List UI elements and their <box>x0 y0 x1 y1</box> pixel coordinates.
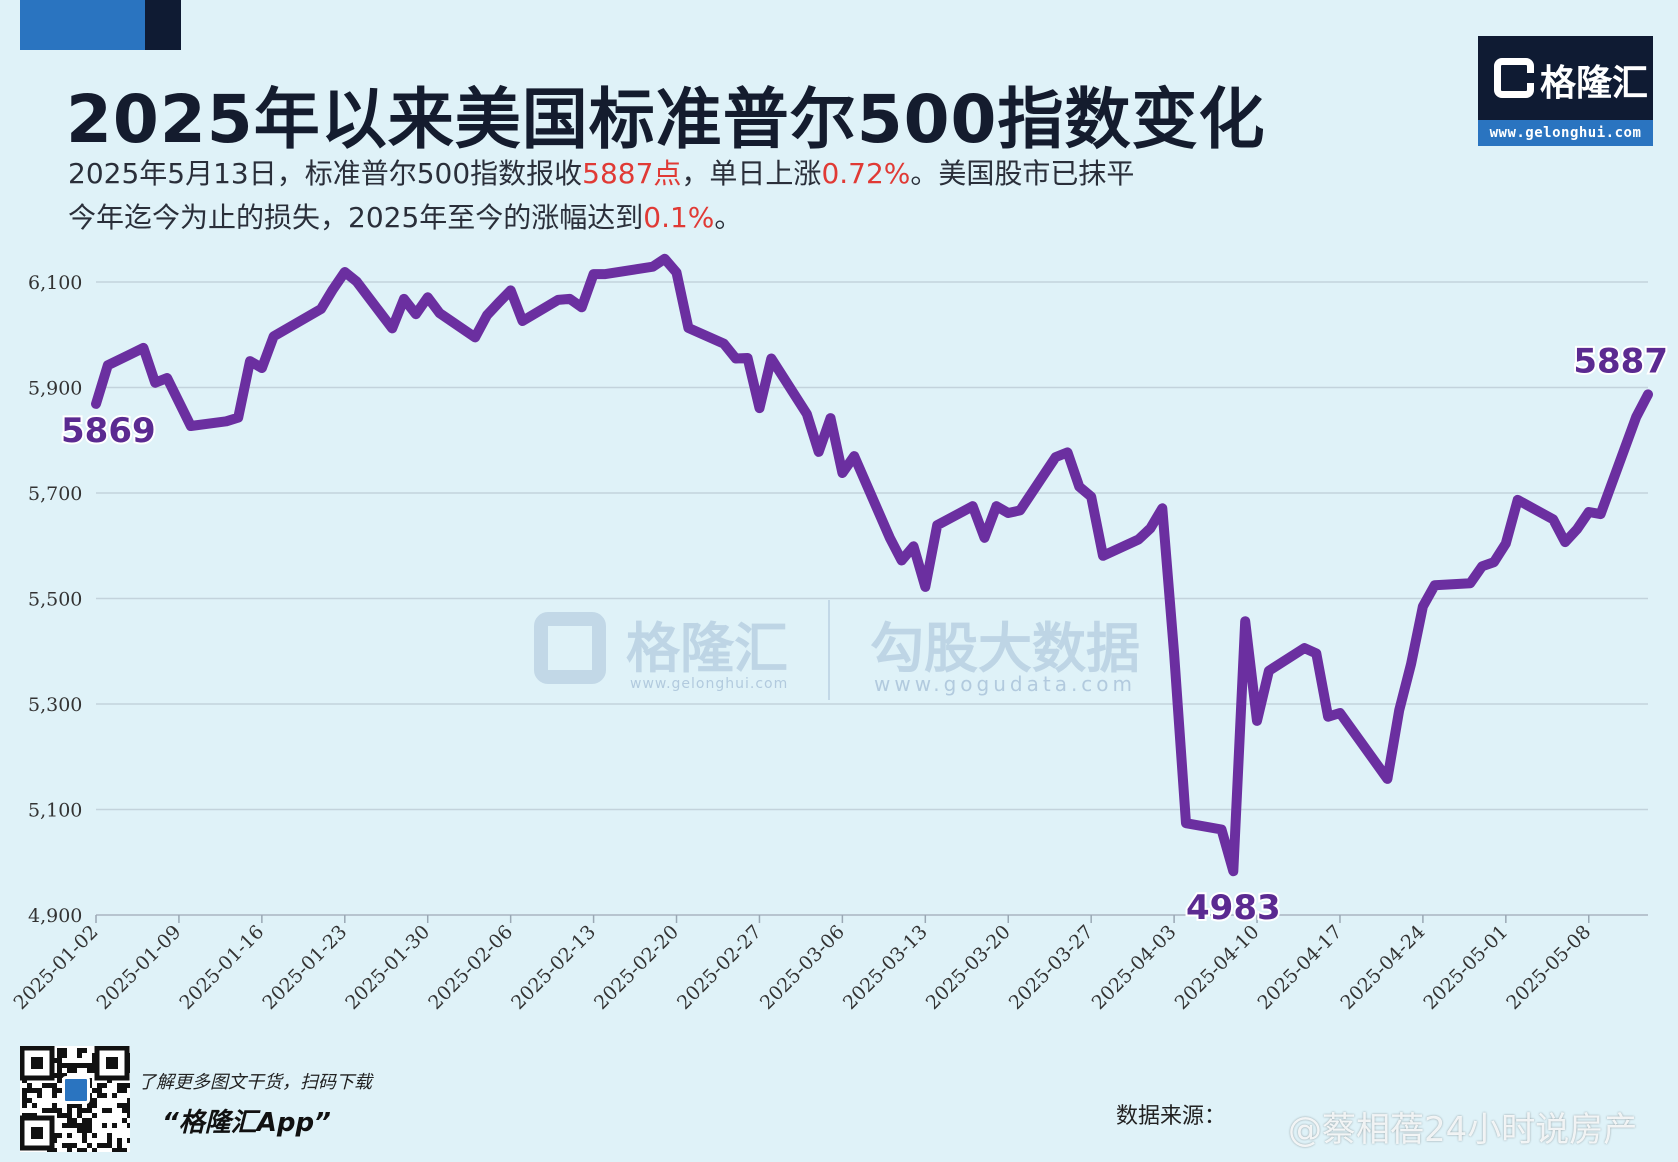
top-tab-dark <box>145 0 181 50</box>
x-tick-label: 2025-02-06 <box>424 921 517 1014</box>
x-tick-label: 2025-03-13 <box>839 921 932 1014</box>
x-tick-label: 2025-01-02 <box>10 921 103 1014</box>
brand-g-icon <box>1494 58 1534 98</box>
x-tick-label: 2025-02-13 <box>507 921 600 1014</box>
qr-g-icon <box>62 1076 90 1104</box>
data-label: 4983 <box>1186 888 1281 928</box>
x-tick-label: 2025-04-17 <box>1253 921 1346 1014</box>
top-tab-accent <box>20 0 145 50</box>
y-tick-label: 5,900 <box>28 378 82 400</box>
qr-code <box>20 1046 130 1152</box>
watermark-url-2: www.gogudata.com <box>874 672 1137 696</box>
y-tick-label: 5,300 <box>28 694 82 716</box>
x-tick-label: 2025-01-16 <box>175 921 268 1014</box>
subtitle-text-1: 2025年5月13日，标准普尔500指数报收 <box>68 157 583 190</box>
series-line <box>91 253 1653 877</box>
x-tick-label: 2025-01-09 <box>92 921 185 1014</box>
watermark-g-icon <box>534 612 606 684</box>
watermark-text-2: 勾股大数据 <box>870 617 1140 680</box>
y-tick-label: 5,100 <box>28 800 82 822</box>
subtitle-highlight-ytd: 0.1% <box>643 201 715 234</box>
chart-subtitle: 2025年5月13日，标准普尔500指数报收5887点，单日上涨0.72%。美国… <box>68 152 1148 240</box>
x-tick-label: 2025-01-30 <box>341 921 434 1014</box>
footer-app-name: “格隆汇App” <box>162 1108 331 1138</box>
x-tick-label: 2025-01-23 <box>258 921 351 1014</box>
subtitle-text-4: 。 <box>714 201 743 234</box>
watermark-url-1: www.gelonghui.com <box>630 676 789 692</box>
subtitle-highlight-change: 0.72% <box>821 157 911 190</box>
brand-logo-text: 格隆汇 <box>1540 63 1649 104</box>
weibo-watermark: @蔡相蓓24小时说房产 <box>1288 1110 1638 1150</box>
x-tick-label: 2025-03-06 <box>756 921 849 1014</box>
data-source-label: 数据来源： <box>1116 1104 1227 1129</box>
x-tick-label: 2025-04-24 <box>1336 921 1429 1014</box>
x-tick-label: 2025-04-10 <box>1171 921 1264 1014</box>
data-label: 5887 <box>1573 341 1668 381</box>
chart-title: 2025年以来美国标准普尔500指数变化 <box>66 81 1266 158</box>
y-tick-label: 5,500 <box>28 589 82 611</box>
data-label: 5869 <box>61 411 156 451</box>
subtitle-highlight-close: 5887点 <box>582 157 682 190</box>
brand-logo-url: www.gelonghui.com <box>1478 120 1653 146</box>
x-tick-label: 2025-05-01 <box>1419 921 1512 1014</box>
y-tick-label: 4,900 <box>28 905 82 927</box>
qr-code-pattern <box>20 1046 130 1152</box>
brand-logo: 格隆汇 www.gelonghui.com <box>1478 36 1653 146</box>
x-tick-label: 2025-03-27 <box>1005 921 1098 1014</box>
x-tick-label: 2025-05-08 <box>1502 921 1595 1014</box>
y-tick-label: 6,100 <box>28 272 82 294</box>
watermark-divider <box>828 600 830 700</box>
x-tick-label: 2025-04-03 <box>1088 921 1181 1014</box>
subtitle-text-3: 。美国股市已抹平今年迄今为止的损失，2025年至今的涨幅达到 <box>68 157 1135 234</box>
x-tick-label: 2025-03-20 <box>922 921 1015 1014</box>
subtitle-text-2: ，单日上涨 <box>681 157 822 190</box>
y-tick-label: 5,700 <box>28 483 82 505</box>
x-tick-label: 2025-02-20 <box>590 921 683 1014</box>
watermark-text-1: 格隆汇 <box>626 617 788 680</box>
x-tick-label: 2025-02-27 <box>673 921 766 1014</box>
footer-download-note: 了解更多图文干货，扫码下载 <box>138 1072 372 1093</box>
